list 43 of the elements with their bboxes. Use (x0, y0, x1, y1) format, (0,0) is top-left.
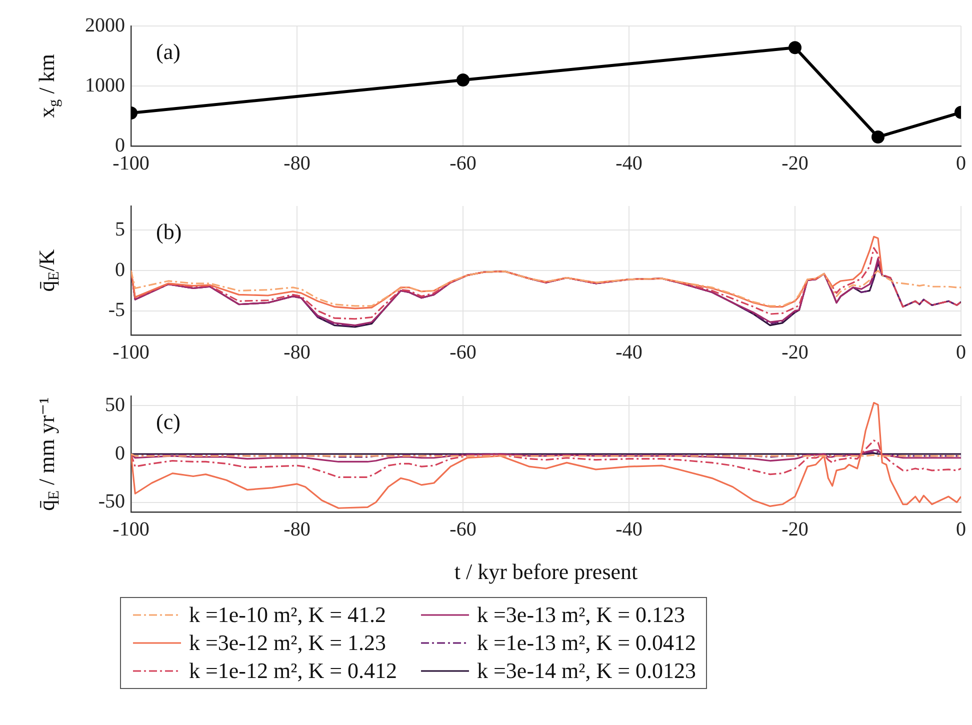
line-series (131, 270, 961, 307)
y-tick-label: 2000 (85, 14, 125, 36)
y-axis-title: xg / km (34, 54, 63, 118)
point (872, 130, 884, 144)
y-tick-label: 5 (115, 218, 125, 240)
y-tick-label: 1000 (85, 74, 125, 96)
x-tick-label: 0 (956, 518, 966, 540)
y-tick-label: -50 (98, 490, 125, 513)
x-tick-label: 0 (956, 152, 966, 174)
annotation: (b) (156, 218, 182, 244)
x-tick-label: -80 (284, 518, 310, 540)
x-tick-label: -80 (284, 152, 310, 174)
line-series (131, 440, 961, 478)
x-tick-label: -40 (616, 152, 642, 174)
legend-label: k =3e-14 m², K = 0.0123 (477, 658, 696, 684)
y-tick-label: 0 (115, 442, 125, 464)
legend-label: k =1e-10 m², K = 41.2 (189, 602, 386, 628)
y-tick-label: -5 (108, 299, 125, 322)
y-axis-title: q̄E / mm yr⁻¹ (34, 397, 63, 511)
x-tick-label: -60 (450, 152, 476, 174)
legend-label: k =1e-12 m², K = 0.412 (189, 658, 398, 684)
annotation: (c) (156, 408, 180, 434)
x-tick-label: -80 (284, 341, 310, 364)
x-tick-label: -20 (782, 518, 808, 540)
x-tick-label: -100 (112, 518, 150, 540)
legend-label: k =3e-12 m², K = 1.23 (189, 630, 386, 656)
x-tick-label: -100 (112, 341, 150, 364)
x-tick-label: 0 (956, 341, 966, 364)
x-tick-label: -20 (782, 341, 808, 364)
x-tick-label: -40 (616, 518, 642, 540)
line-series (131, 247, 961, 320)
y-tick-label: 50 (105, 394, 125, 416)
x-tick-label: -40 (616, 341, 642, 364)
y-tick-label: 0 (115, 258, 125, 281)
point (788, 41, 802, 54)
legend-label: k =1e-13 m², K = 0.0412 (477, 630, 696, 656)
annotation: (a) (156, 38, 180, 64)
x-tick-label: -60 (450, 518, 476, 540)
y-axis-title: q̄E/K (34, 249, 63, 292)
x-axis-title: t / kyr before present (454, 558, 638, 584)
x-tick-label: -20 (782, 152, 808, 174)
x-tick-label: -60 (450, 341, 476, 364)
legend-label: k =3e-13 m², K = 0.123 (477, 602, 686, 628)
